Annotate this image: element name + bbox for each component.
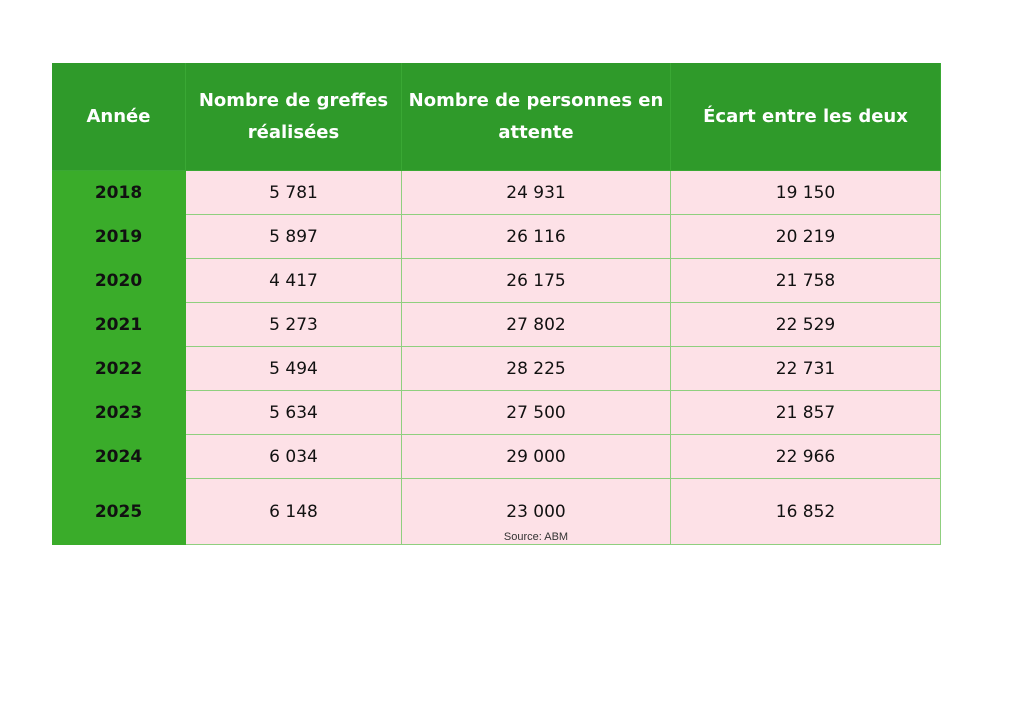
value-cell: 16 852 [671,479,941,545]
value-cell: 5 273 [186,303,402,347]
year-cell: 2025 [52,479,186,545]
value-cell: 21 857 [671,391,941,435]
value-cell: 6 148 [186,479,402,545]
value-cell: 27 500 [402,391,671,435]
value-cell: 29 000 [402,435,671,479]
value-cell: 22 966 [671,435,941,479]
value-cell: 26 116 [402,215,671,259]
header-cell: Écart entre les deux [671,63,941,171]
year-cell: 2024 [52,435,186,479]
header-cell: Année [52,63,186,171]
year-cell: 2023 [52,391,186,435]
value-cell: 21 758 [671,259,941,303]
value-cell: 5 897 [186,215,402,259]
year-cell: 2018 [52,171,186,215]
value-cell: 24 931 [402,171,671,215]
table: Année Nombre de greffes réalisées Nombre d… [52,63,941,545]
value-cell: 5 781 [186,171,402,215]
header-cell: Nombre de greffes réalisées [186,63,402,171]
value-cell: 22 731 [671,347,941,391]
value-cell: 5 494 [186,347,402,391]
value-cell: 19 150 [671,171,941,215]
header-cell: Nombre de personnes en attente [402,63,671,171]
year-cell: 2019 [52,215,186,259]
value-cell: 4 417 [186,259,402,303]
value-cell: 5 634 [186,391,402,435]
value-cell: 22 529 [671,303,941,347]
value-cell: 20 219 [671,215,941,259]
value-cell: 26 175 [402,259,671,303]
value-cell: 28 225 [402,347,671,391]
source-note: Source: ABM [503,531,569,543]
year-cell: 2022 [52,347,186,391]
value-cell: 23 000 Source: ABM [402,479,671,545]
value-cell: 6 034 [186,435,402,479]
year-cell: 2021 [52,303,186,347]
year-cell: 2020 [52,259,186,303]
value-cell: 27 802 [402,303,671,347]
